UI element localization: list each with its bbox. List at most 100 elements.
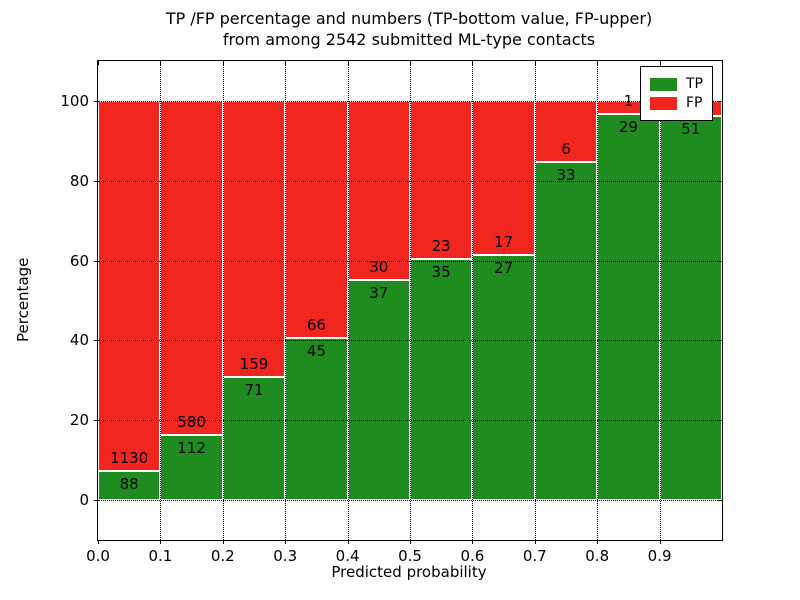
x-tick-label: 0.6 [460, 547, 485, 565]
gridline-horizontal [98, 340, 722, 342]
x-tick [534, 540, 536, 544]
y-tick-label: 100 [60, 91, 89, 110]
bar-label-tp: 29 [618, 118, 638, 137]
x-tick [597, 540, 599, 544]
x-tick [285, 540, 287, 544]
bar-label-tp: 27 [494, 259, 514, 278]
bar-label-tp: 51 [681, 119, 701, 138]
bar-label-tp: 37 [369, 283, 389, 302]
y-tick-label: 60 [69, 251, 89, 270]
bar-segment-fp [160, 100, 223, 436]
bar-label-fp: 1130 [110, 449, 149, 468]
chart-title-line1: TP /FP percentage and numbers (TP-bottom… [165, 9, 653, 28]
x-tick-label: 0.7 [522, 547, 547, 565]
gridline-horizontal [98, 180, 722, 182]
bar-segment-tp [472, 255, 535, 501]
y-tick [718, 100, 722, 102]
x-tick [659, 540, 661, 544]
y-tick [94, 340, 98, 342]
legend-item-label: TP [686, 76, 703, 92]
legend: TP FP [640, 66, 713, 121]
bar-label-tp: 88 [119, 475, 139, 494]
bar-segment-fp [222, 100, 286, 377]
y-tick [718, 180, 722, 182]
legend-swatch-fp [650, 96, 677, 110]
gridline-vertical [410, 61, 411, 540]
x-tick [659, 61, 661, 65]
bar-segment-tp [534, 162, 598, 501]
gridline-horizontal [98, 420, 722, 422]
legend-item: FP [650, 95, 703, 111]
x-tick [472, 61, 474, 65]
x-tick [347, 540, 349, 544]
y-tick [94, 420, 98, 422]
bar-label-fp: 30 [369, 257, 389, 276]
x-axis-label: Predicted probability [331, 563, 487, 581]
bar-label-tp: 112 [177, 439, 206, 458]
y-tick [94, 100, 98, 102]
gridline-horizontal [98, 500, 722, 502]
x-tick [410, 540, 411, 544]
x-tick [472, 540, 474, 544]
y-tick-label: 0 [79, 491, 89, 510]
x-tick [98, 540, 99, 544]
gridline-vertical [160, 61, 162, 540]
bar-segment-tp [98, 471, 161, 501]
bar-segment-tp [285, 338, 348, 501]
x-tick [98, 61, 99, 65]
gridline-horizontal [98, 260, 722, 262]
y-tick [94, 500, 98, 502]
x-tick [222, 540, 224, 544]
x-tick-label: 0.9 [647, 547, 672, 565]
x-tick [160, 61, 162, 65]
bar-label-fp: 6 [561, 140, 571, 159]
legend-item: TP [650, 76, 703, 92]
gridline-horizontal [98, 100, 722, 102]
bar-segment-fp [347, 100, 410, 280]
gridline-vertical [472, 61, 474, 540]
plot-area: TP FP 88 1130 112 580 71 159 45 66 37 30 35 23 27 17 33… [60, 60, 723, 565]
bar-label-tp: 45 [306, 342, 326, 361]
gridline-vertical [222, 61, 224, 540]
y-axis-label: Percentage [14, 257, 32, 342]
x-tick-label: 0.0 [86, 547, 110, 565]
bar-label-fp: 1 [623, 92, 634, 111]
x-tick [222, 61, 224, 65]
gridline-vertical [534, 61, 536, 540]
bar-segment-fp [410, 100, 473, 260]
y-tick [718, 500, 722, 502]
legend-swatch-tp [650, 77, 677, 91]
bar-label-fp: 159 [239, 354, 269, 373]
x-tick-label: 0.3 [273, 547, 298, 565]
bar-segment-fp [472, 100, 535, 256]
bar-label-tp: 33 [556, 166, 576, 185]
y-tick-label: 40 [69, 331, 89, 350]
x-tick-label: 0.4 [335, 547, 360, 565]
x-tick [534, 61, 536, 65]
legend-item-label: FP [686, 95, 703, 111]
x-tick [285, 61, 287, 65]
chart-title-line2: from among 2542 submitted ML-type contac… [222, 30, 596, 49]
x-tick [160, 540, 162, 544]
bar-label-fp: 17 [494, 233, 514, 252]
bar-label-fp: 66 [306, 316, 326, 335]
bar-segment-tp [347, 279, 410, 501]
gridline-vertical [347, 61, 349, 540]
y-tick [718, 420, 722, 422]
y-tick [94, 260, 98, 262]
x-tick-label: 0.2 [210, 547, 235, 565]
x-tick [347, 61, 349, 65]
y-tick-label: 80 [69, 171, 89, 190]
x-tick-label: 0.5 [398, 547, 422, 565]
x-tick-label: 0.1 [148, 547, 173, 565]
bar-segment-tp [160, 435, 223, 501]
bar-segment-tp [410, 259, 473, 501]
bar-segment-tp [597, 114, 660, 501]
x-tick-label: 0.8 [585, 547, 610, 565]
y-tick [718, 340, 722, 342]
y-tick-label: 20 [69, 411, 89, 430]
bar-label-tp: 71 [244, 380, 264, 399]
bar-label-fp: 23 [431, 237, 451, 256]
y-tick [718, 260, 722, 262]
bar-segment-fp [285, 100, 348, 339]
